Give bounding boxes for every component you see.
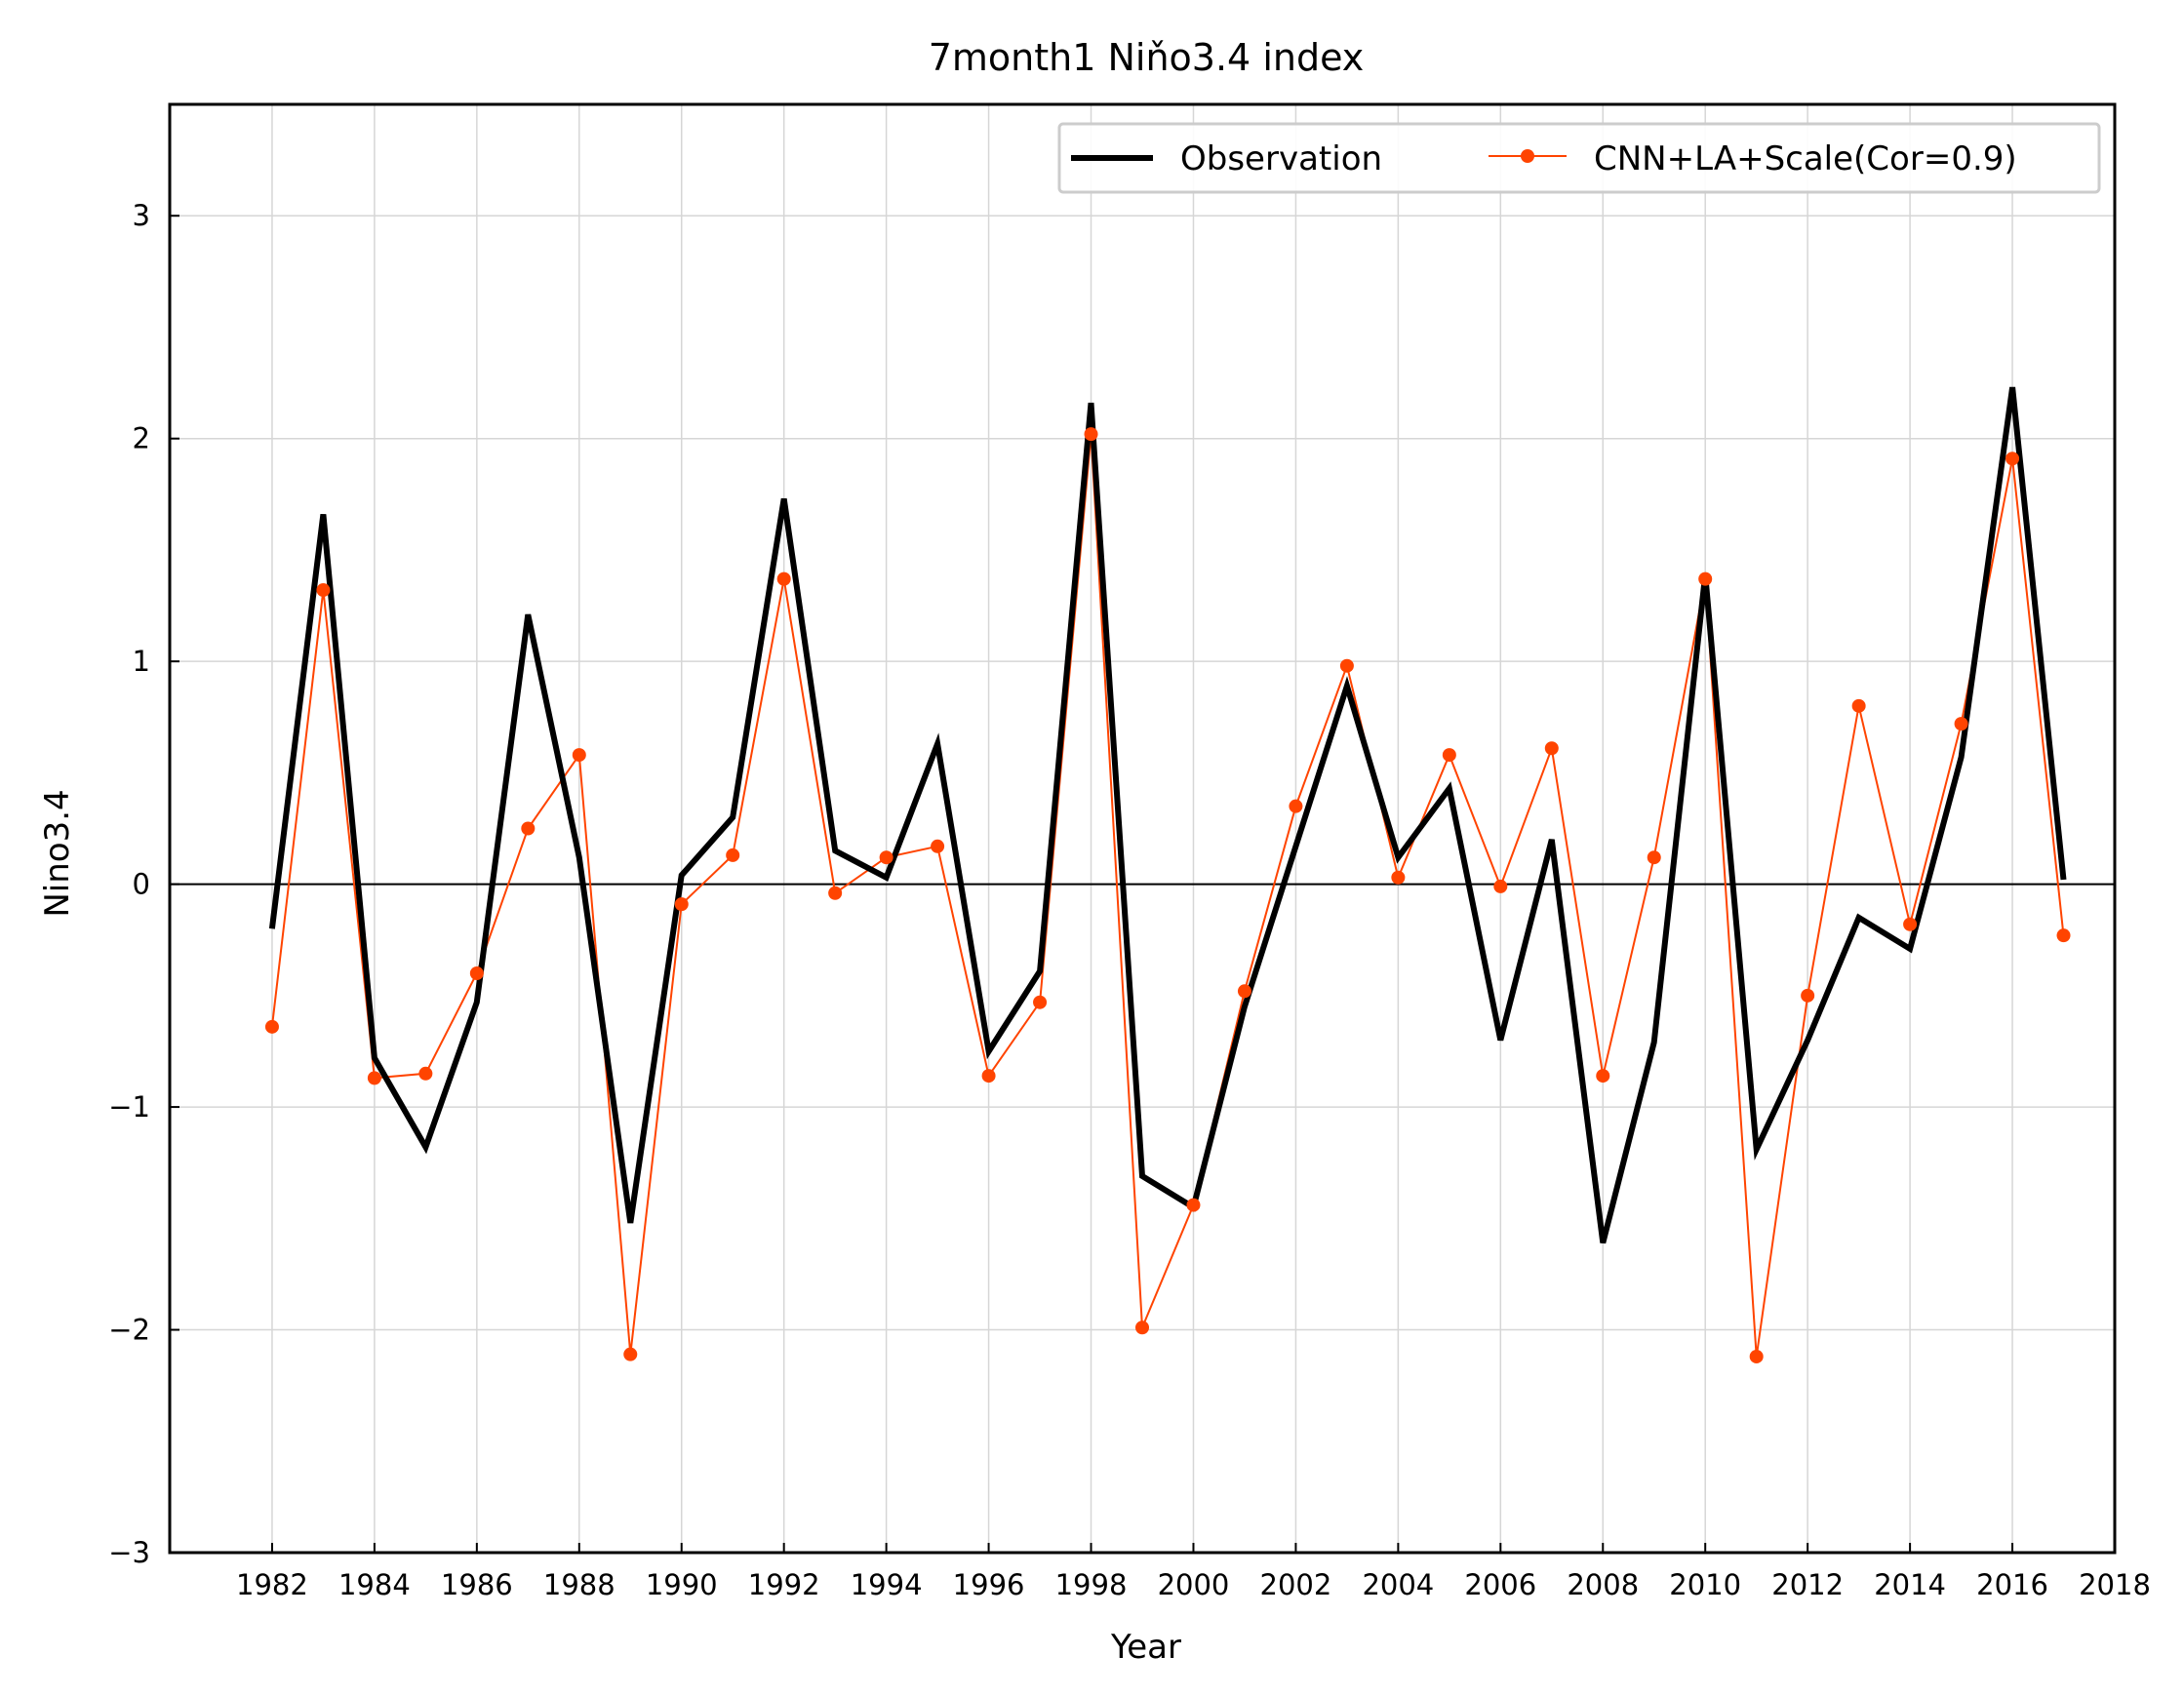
y-tick-label: −1 [108,1090,150,1123]
y-tick-label: −2 [108,1314,150,1347]
x-tick-label: 2012 [1771,1568,1844,1601]
legend-cnn-label: CNN+LA+Scale(Cor=0.9) [1594,139,2017,178]
x-tick-label: 1998 [1055,1568,1128,1601]
x-tick-label: 1990 [646,1568,718,1601]
x-tick-label: 2004 [1362,1568,1434,1601]
cnn-prediction-point [572,748,586,763]
cnn-prediction-point [1442,748,1456,763]
x-tick-label: 2008 [1567,1568,1639,1601]
cnn-prediction-point [1084,427,1098,442]
cnn-prediction-point [776,572,791,586]
cnn-prediction-point [879,850,893,865]
cnn-prediction-point [264,1019,279,1034]
y-tick-label: 0 [133,868,150,901]
x-tick-label: 1996 [953,1568,1025,1601]
cnn-prediction-point [367,1071,381,1085]
cnn-prediction-point [469,966,484,980]
cnn-prediction-point [1903,917,1918,931]
cnn-prediction-point [1801,988,1815,1003]
chart-title: 7month1 Niňo3.4 index [929,36,1365,79]
cnn-prediction-line [270,434,2065,1358]
cnn-prediction-point [1237,984,1251,999]
x-tick-label: 1994 [851,1568,923,1601]
legend-cnn-marker [1521,149,1534,163]
legend: Observation CNN+LA+Scale(Cor=0.9) [1057,122,2101,194]
series-layer [264,386,2071,1363]
cnn-prediction-point [1544,741,1559,756]
y-tick-label: 1 [133,645,150,678]
axis-ticks: 1982 1984 1986 1988 1990 1992 1994 1996 1998 2000… [108,199,2151,1601]
cnn-prediction-point [1954,717,1968,731]
x-axis-label: Year [1110,1628,1181,1667]
cnn-prediction-point [726,848,740,862]
x-tick-label: 2010 [1669,1568,1741,1601]
cnn-prediction-point [1647,850,1661,865]
cnn-prediction-point [1596,1069,1610,1084]
observation-line [268,386,2067,1244]
cnn-prediction-point [1135,1321,1149,1335]
legend-box [1057,122,2101,194]
y-axis-label: Nino3.4 [38,789,77,917]
cnn-prediction-point [981,1069,996,1084]
y-tick-label: 3 [133,199,150,232]
x-tick-label: 2000 [1158,1568,1230,1601]
cnn-prediction-point [1339,658,1354,673]
cnn-prediction-point [1698,572,1713,586]
x-tick-label: 1982 [236,1568,308,1601]
x-tick-label: 2006 [1464,1568,1536,1601]
cnn-prediction-point [828,886,843,900]
x-tick-label: 2016 [1976,1568,2048,1601]
y-tick-label: −3 [108,1536,150,1569]
cnn-prediction-point [1851,698,1866,713]
legend-observation-label: Observation [1180,139,1382,178]
y-tick-label: 2 [133,422,150,455]
cnn-prediction-point [1033,995,1048,1009]
cnn-prediction-point [1749,1349,1764,1363]
x-tick-label: 1984 [338,1568,411,1601]
x-tick-label: 1992 [748,1568,820,1601]
plot-frame [168,102,2117,1555]
x-tick-label: 2002 [1260,1568,1332,1601]
cnn-prediction-point [674,897,689,912]
cnn-prediction-point [418,1066,433,1081]
cnn-prediction-point [316,583,331,598]
cnn-prediction-point [1186,1198,1201,1212]
x-tick-label: 2014 [1874,1568,1946,1601]
cnn-prediction-point [931,839,945,853]
x-tick-label: 1986 [441,1568,513,1601]
cnn-prediction-point [521,821,536,836]
cnn-prediction-point [2056,928,2071,943]
cnn-prediction-point [2005,452,2020,466]
grid-lines [170,104,2116,1554]
x-tick-label: 1988 [543,1568,615,1601]
cnn-prediction-point [1391,870,1406,885]
cnn-prediction-point [1493,879,1508,893]
x-tick-label: 2018 [2079,1568,2151,1601]
cnn-prediction-point [623,1347,638,1361]
cnn-prediction-point [1289,799,1303,813]
